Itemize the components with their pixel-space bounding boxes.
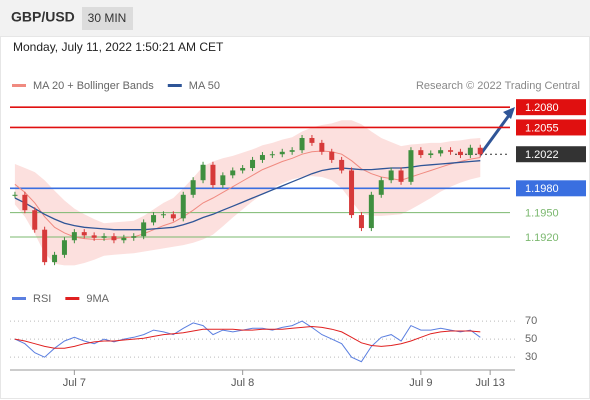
level-box [516,99,586,116]
candle [250,159,256,169]
credit: Research © 2022 Trading Central [416,80,580,92]
y-tick-label: 70 [525,315,537,327]
candle [121,237,127,241]
candle [319,142,325,152]
candle [428,153,434,156]
candle [279,151,285,155]
candle [101,236,107,238]
legend-label: 9MA [86,293,109,305]
candle [299,138,305,151]
candle [240,168,246,171]
level-label: 1.2022 [525,149,559,161]
symbol: GBP/USD [11,9,75,25]
candle [408,150,414,182]
candle [457,151,463,156]
level-label: 1.2080 [525,102,559,114]
legend-swatch [167,84,182,87]
candle [210,164,216,186]
timeframe: 30 MIN [88,11,127,25]
candle [180,194,186,219]
legend-swatch [12,297,26,300]
legend-swatch [12,84,26,87]
candle [339,159,345,171]
level-label: 1.1950 [525,208,559,220]
candle [81,232,87,236]
candle [467,147,473,156]
timeframe-badge [82,7,133,30]
candle [151,215,157,223]
level-box [516,146,586,163]
x-tick-label: Jul 8 [231,377,254,389]
candle [329,151,335,160]
candle [170,214,176,219]
ma-line [14,160,481,231]
rsi-line [14,325,481,349]
candle [259,155,265,160]
candle [230,170,236,176]
legend-swatch [65,297,80,300]
candle [398,170,404,182]
candle [190,180,196,195]
candle [200,164,206,181]
candle [378,180,384,195]
candle [448,150,454,152]
x-tick-label: Jul 7 [63,377,86,389]
rsi-line [14,320,481,363]
candle [71,232,77,241]
candle [160,214,166,216]
candle [61,240,67,255]
candle [289,150,295,152]
forecast-arrowhead [503,107,515,119]
x-tick-label: Jul 9 [409,377,432,389]
x-tick-label: Jul 13 [475,377,504,389]
candle [368,194,374,229]
candle [32,210,38,230]
candle [12,194,18,196]
level-label: 1.1920 [525,232,559,244]
candle [438,150,444,154]
candle [111,236,117,241]
date: Monday, July 11, 2022 1:50:21 AM CET [13,40,224,54]
bollinger-band [14,120,481,266]
candle [269,154,275,156]
legend-label: MA 20 + Bollinger Bands [33,80,154,92]
y-tick-label: 30 [525,351,537,363]
legend-label: RSI [33,293,51,305]
level-label: 1.1980 [525,183,559,195]
candle [309,138,315,143]
y-tick-label: 50 [525,333,537,345]
candle [131,236,137,238]
forecast-arrow [478,113,512,156]
candle [349,170,355,216]
candle [388,170,394,181]
candle [358,215,364,229]
candle [141,222,147,237]
candle [220,175,226,186]
candle [477,147,483,155]
candle [91,235,97,238]
legend-label: MA 50 [189,80,220,92]
level-label: 1.2055 [525,122,559,134]
level-box [516,180,586,197]
candle [418,150,424,156]
level-box [516,119,586,136]
candle [42,229,48,263]
candle [52,254,58,263]
candle [22,194,28,211]
